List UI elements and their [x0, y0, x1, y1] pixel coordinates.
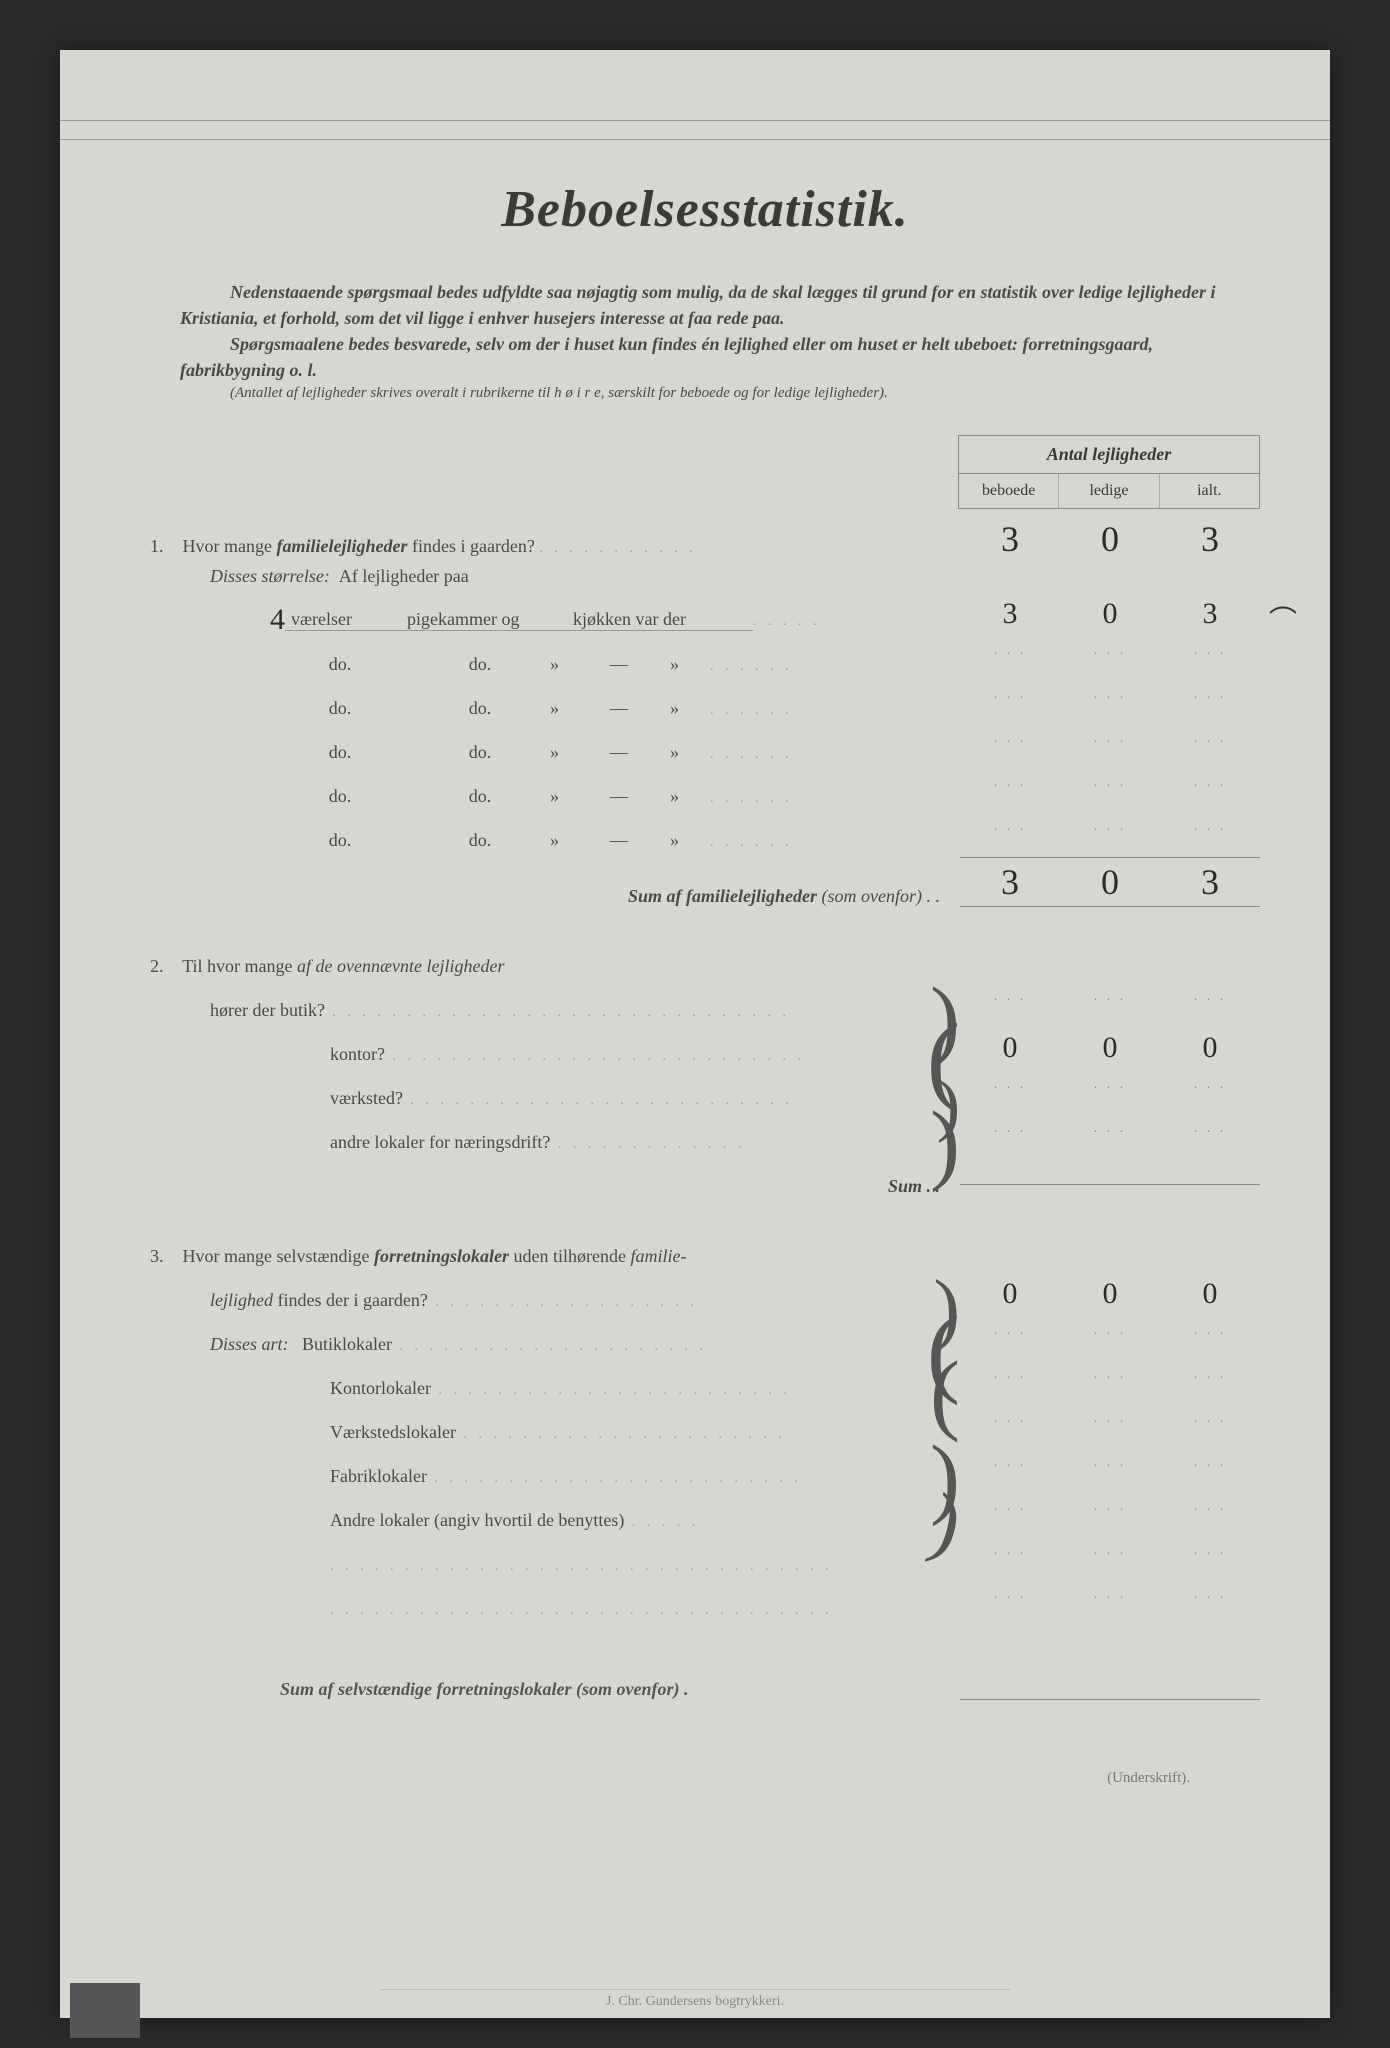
q2-text-a: Til hvor mange [182, 956, 297, 976]
q1-sum-row: Sum af familielejligheder (som ovenfor) … [150, 857, 1260, 907]
q3-l: 0 [1103, 1277, 1118, 1310]
q2-num: 2. [150, 956, 178, 977]
q2-sum-row: Sum . . [150, 1159, 1260, 1197]
do-5a: do. [270, 830, 410, 851]
q3-r2: Kontorlokaler [330, 1378, 431, 1398]
q1-vaer: værelser [285, 609, 401, 631]
footer-sum-row: Sum af selvstændige forretningslokaler (… [150, 1679, 1260, 1700]
q1-row: 1. Hvor mange familielejligheder findes … [150, 519, 1260, 557]
q1-disses: Disses størrelse: [210, 566, 330, 586]
intro-p2: Spørgsmaalene bedes besvarede, selv om d… [180, 331, 1240, 383]
intro-p3: (Antallet af lejligheder skrives overalt… [180, 383, 1240, 405]
col-beboede: beboede [959, 474, 1059, 508]
do-1a: do. [270, 654, 410, 675]
intro-p1: Nedenstaaende spørgsmaal bedes udfyldte … [180, 279, 1240, 331]
underskrift: (Underskrift). [150, 1770, 1260, 1787]
do-1b: do. [410, 654, 550, 675]
do-5b: do. [410, 830, 550, 851]
q1-sum-a: Sum af familielejligheder [628, 886, 817, 906]
document-page: Beboelsesstatistik. Nedenstaaende spørgs… [60, 50, 1330, 2018]
do-2a: do. [270, 698, 410, 719]
q3-r4: Fabriklokaler [330, 1466, 427, 1486]
q3-b: 0 [1003, 1277, 1018, 1310]
q2-text-b: af de ovennævnte lejligheder [297, 956, 504, 976]
do-4a: do. [270, 786, 410, 807]
q3-text-a: Hvor mange selvstændige [183, 1246, 374, 1266]
q1-kjok: kjøkken var der [567, 609, 753, 631]
page-title: Beboelsesstatistik. [150, 180, 1260, 239]
q1-text-a: Hvor mange [183, 536, 277, 556]
header-table: Antal lejligheder beboede ledige ialt. [150, 435, 1260, 509]
q3-r3: Værkstedslokaler [330, 1422, 456, 1442]
q2-row: 2. Til hvor mange af de ovennævnte lejli… [150, 939, 1260, 977]
q1-size-row-1: 4 værelser pigekammer og kjøkken var der… [150, 593, 1260, 631]
q1-num: 1. [150, 536, 178, 557]
q3-row: 3. Hvor mange selvstændige forretningslo… [150, 1229, 1260, 1267]
q3-text-c: uden tilhørende [509, 1246, 630, 1266]
q3-i: 0 [1203, 1277, 1218, 1310]
q1-r1-b: 3 [1003, 597, 1018, 630]
q2-r1: hører der butik? [210, 1000, 325, 1020]
q2-l: 0 [1103, 1031, 1118, 1064]
q1-ialt: 3 [1201, 519, 1219, 559]
scan-thumb-mark [70, 1983, 140, 2038]
q3-num: 3. [150, 1246, 178, 1267]
printer-credit: J. Chr. Gundersens bogtrykkeri. [380, 1989, 1010, 2010]
q1-beboede: 3 [1001, 519, 1019, 559]
do-3b: do. [410, 742, 550, 763]
do-2b: do. [410, 698, 550, 719]
q2-sum: Sum . . [888, 1176, 940, 1196]
do-3a: do. [270, 742, 410, 763]
q1-ledige: 0 [1101, 519, 1119, 559]
footer-sum-label: Sum af selvstændige forretningslokaler (… [150, 1679, 960, 1700]
do-4b: do. [410, 786, 550, 807]
q1-sum-i-v: 3 [1201, 862, 1219, 902]
col-ialt: ialt. [1160, 474, 1259, 508]
content: 1. Hvor mange familielejligheder findes … [150, 519, 1260, 1787]
q2-r2: kontor? [330, 1044, 385, 1064]
q2-b: 0 [1003, 1031, 1018, 1064]
q3-text-b: forretningslokaler [374, 1246, 509, 1266]
q1-text-c: findes i gaarden? [407, 536, 534, 556]
scan-background: Beboelsesstatistik. Nedenstaaende spørgs… [0, 0, 1390, 2048]
q2-i: 0 [1203, 1031, 1218, 1064]
q3-text-e: lejlighed [210, 1290, 273, 1310]
check-mark: ⌒ [1269, 599, 1300, 639]
q1-r1-l: 0 [1103, 597, 1118, 630]
q1-sum-b-v: 3 [1001, 862, 1019, 902]
q3-r5: Andre lokaler (angiv hvortil de benyttes… [330, 1510, 624, 1530]
q1-rooms-hand: 4 [270, 605, 285, 635]
q3-text-f: findes der i gaarden? [273, 1290, 428, 1310]
q1-sum-b: (som ovenfor) . . [817, 886, 940, 906]
q3-r1: Butiklokaler [302, 1334, 392, 1354]
q2-r3: værksted? [330, 1088, 403, 1108]
q1-r1-i: 3 [1203, 597, 1218, 630]
q1-pig: pigekammer og [401, 609, 567, 631]
intro-block: Nedenstaaende spørgsmaal bedes udfyldte … [180, 279, 1240, 405]
q3-text-d: familie- [630, 1246, 686, 1266]
q1-text-b: familielejligheder [276, 536, 407, 556]
col-ledige: ledige [1059, 474, 1159, 508]
q2-r4: andre lokaler for næringsdrift? [330, 1132, 550, 1152]
q3-disses: Disses art: [210, 1334, 289, 1354]
header-title: Antal lejligheder [959, 436, 1259, 474]
q1-af: Af lejligheder paa [339, 566, 469, 586]
q1-sum-l-v: 0 [1101, 862, 1119, 902]
